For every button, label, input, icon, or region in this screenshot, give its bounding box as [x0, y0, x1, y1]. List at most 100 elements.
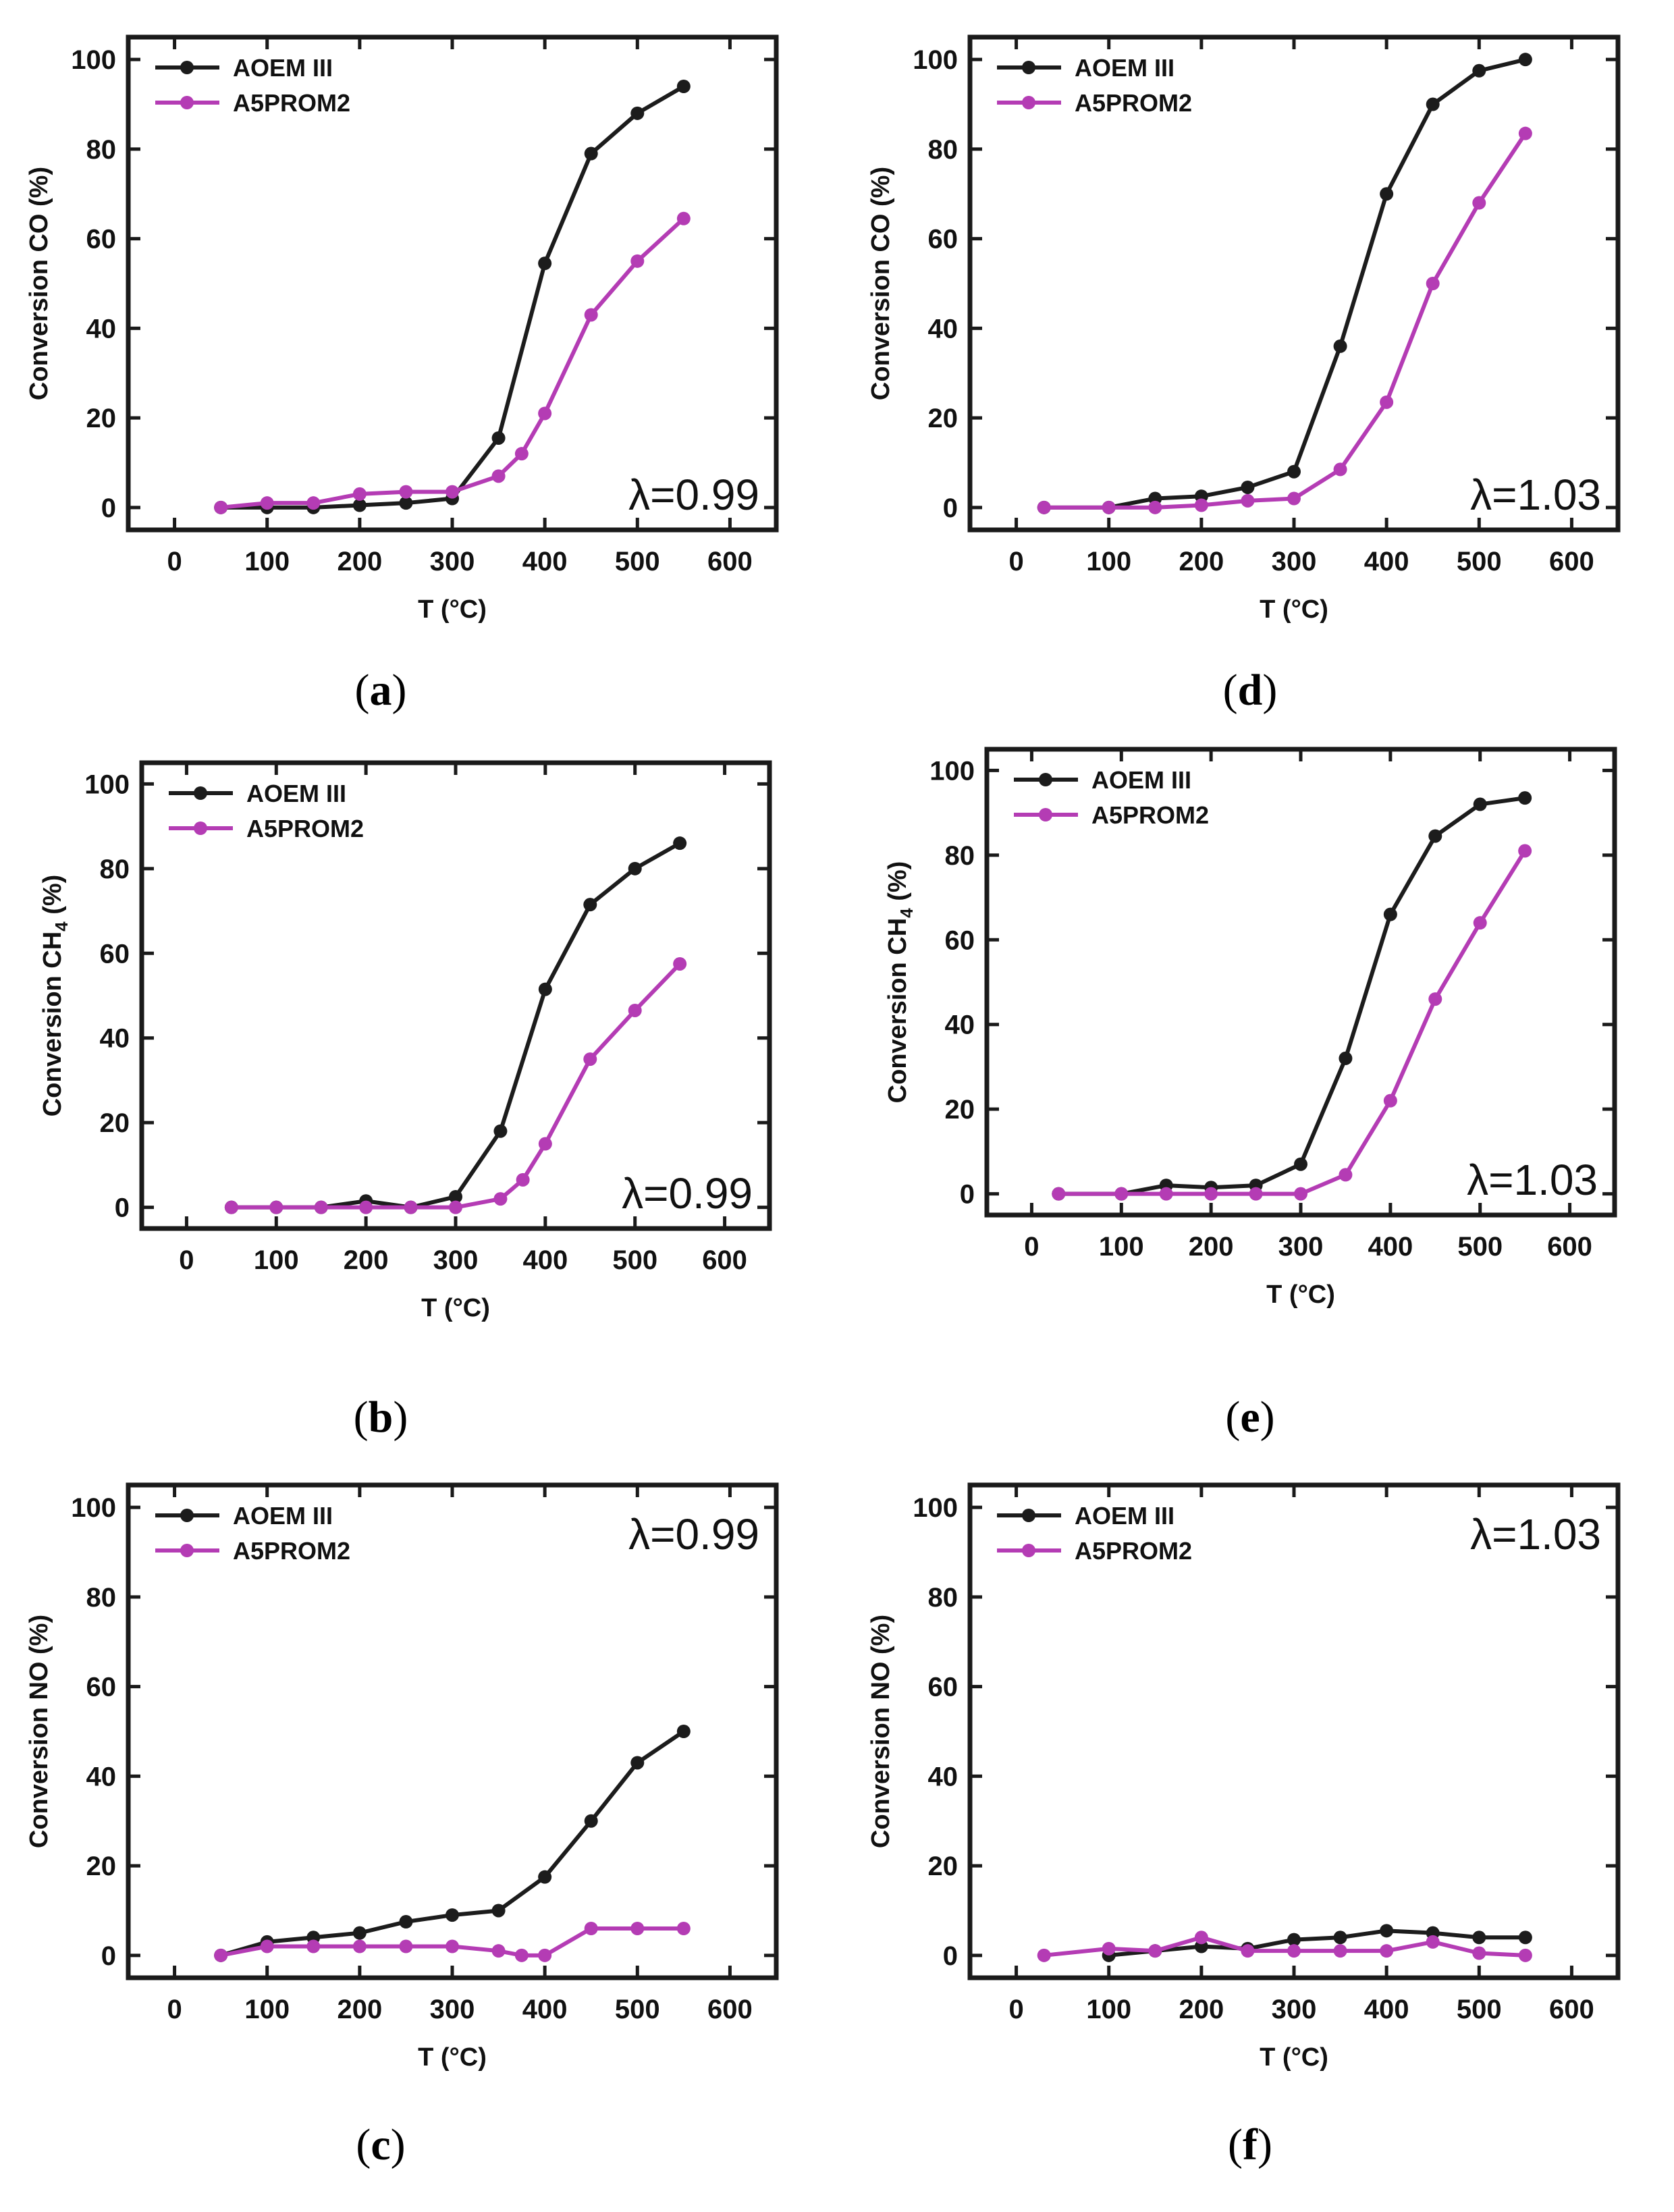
data-point	[491, 1944, 506, 1958]
y-tick-label: 20	[100, 1108, 130, 1138]
data-point	[1383, 1094, 1397, 1108]
legend-swatch-marker	[1039, 773, 1052, 786]
data-point	[1194, 1931, 1208, 1945]
y-tick-label: 100	[71, 1493, 116, 1523]
y-axis-label-main: Conversion NO (%)	[867, 1615, 895, 1848]
y-tick-label: 20	[928, 404, 959, 433]
series-line	[231, 962, 682, 1210]
caption-letter: a	[369, 666, 392, 715]
lambda-annotation: λ=1.03	[1470, 1510, 1601, 1559]
y-tick-label: 0	[943, 1941, 958, 1971]
data-point	[1380, 1924, 1394, 1938]
data-point	[359, 1200, 373, 1214]
legend-swatch-marker	[194, 821, 207, 835]
data-point	[1333, 339, 1347, 353]
data-point	[493, 1192, 508, 1206]
data-point	[214, 1948, 228, 1962]
series-a5prom2	[214, 211, 691, 514]
x-tick-label: 400	[522, 547, 568, 576]
data-point	[514, 1948, 529, 1962]
y-axis-label: Conversion NO (%)	[867, 1615, 895, 1848]
chart-panel-a: 0 100 200 300 400 500 600 0 20 40 60 80 100 T (°C) Con…	[25, 34, 779, 624]
data-point	[446, 485, 459, 499]
series-a5prom2	[1037, 126, 1532, 514]
caption-e: (e)	[1225, 1393, 1275, 1442]
x-tick-label: 300	[433, 1245, 479, 1275]
data-point	[491, 469, 506, 483]
caption-a: (a)	[354, 666, 407, 715]
data-point	[1287, 491, 1301, 506]
x-tick-label: 500	[1457, 1995, 1502, 2024]
x-tick-label: 200	[337, 547, 382, 576]
data-point	[491, 431, 506, 445]
data-point	[1518, 1948, 1532, 1962]
x-tick-label: 600	[707, 547, 753, 576]
legend-swatch-marker	[1022, 1509, 1035, 1522]
y-axis-label-subscript: 4	[896, 908, 917, 918]
y-tick-label: 80	[100, 855, 130, 884]
data-point	[676, 1922, 691, 1935]
series-line	[220, 217, 685, 510]
x-tick-label: 0	[179, 1245, 194, 1275]
series-aoem-iii	[1102, 1924, 1532, 1962]
data-point	[493, 1124, 508, 1138]
x-tick-label: 0	[167, 1995, 182, 2024]
x-tick-label: 200	[1179, 547, 1224, 576]
x-tick-label: 100	[254, 1245, 299, 1275]
lambda-annotation: λ=0.99	[622, 1169, 753, 1218]
y-tick-label: 40	[86, 314, 117, 344]
data-point	[1204, 1187, 1218, 1201]
y-tick-label: 0	[101, 493, 116, 523]
x-tick-label: 0	[1008, 547, 1023, 576]
data-point	[449, 1189, 462, 1204]
y-tick-label: 0	[960, 1180, 975, 1210]
series-line	[221, 84, 685, 510]
data-point	[583, 1052, 597, 1067]
plot-frame	[984, 747, 1617, 1218]
data-point	[630, 254, 645, 268]
data-point	[1383, 907, 1397, 921]
y-axis-label: Conversion CO (%)	[867, 167, 895, 400]
data-point	[1518, 1931, 1532, 1945]
x-tick-label: 400	[522, 1245, 568, 1275]
legend-label: A5PROM2	[1075, 89, 1192, 117]
x-tick-label: 600	[1549, 547, 1594, 576]
y-tick-label: 20	[86, 404, 117, 433]
y-tick-label: 60	[86, 1673, 117, 1702]
x-tick-label: 400	[1368, 1232, 1413, 1262]
data-point	[1380, 187, 1394, 201]
data-point	[306, 496, 321, 510]
data-point	[1426, 1935, 1440, 1949]
data-point	[538, 1870, 552, 1884]
x-axis-label: T (°C)	[1266, 1280, 1335, 1309]
x-tick-label: 500	[612, 1245, 657, 1275]
y-tick-label: 60	[928, 1673, 959, 1702]
data-point	[673, 836, 687, 851]
y-tick-label: 40	[928, 314, 959, 344]
y-tick-label: 0	[101, 1941, 116, 1971]
series-line	[220, 1926, 684, 1958]
x-tick-label: 400	[1364, 547, 1409, 576]
data-point	[1294, 1187, 1307, 1201]
legend-swatch-marker	[1022, 96, 1035, 109]
data-point	[1287, 1944, 1301, 1958]
caption-c: (c)	[356, 2120, 406, 2169]
data-point	[676, 80, 691, 93]
legend-label: A5PROM2	[246, 815, 364, 842]
x-tick-label: 100	[1086, 547, 1131, 576]
data-point	[538, 982, 552, 996]
series-a5prom2	[1052, 844, 1532, 1201]
legend-swatch-marker	[180, 1509, 194, 1522]
y-axis-label: Conversion CO (%)	[25, 167, 53, 400]
y-tick-label: 40	[945, 1010, 975, 1040]
lambda-annotation: λ=1.03	[1470, 470, 1601, 519]
y-tick-label: 80	[945, 841, 975, 871]
legend-label: A5PROM2	[1091, 801, 1209, 829]
y-tick-label: 20	[945, 1095, 975, 1125]
series-line	[1058, 849, 1527, 1196]
data-point	[516, 1172, 530, 1187]
data-point	[1287, 1933, 1301, 1947]
data-point	[404, 1200, 418, 1214]
data-point	[1428, 992, 1442, 1006]
x-tick-label: 100	[1086, 1995, 1131, 2024]
